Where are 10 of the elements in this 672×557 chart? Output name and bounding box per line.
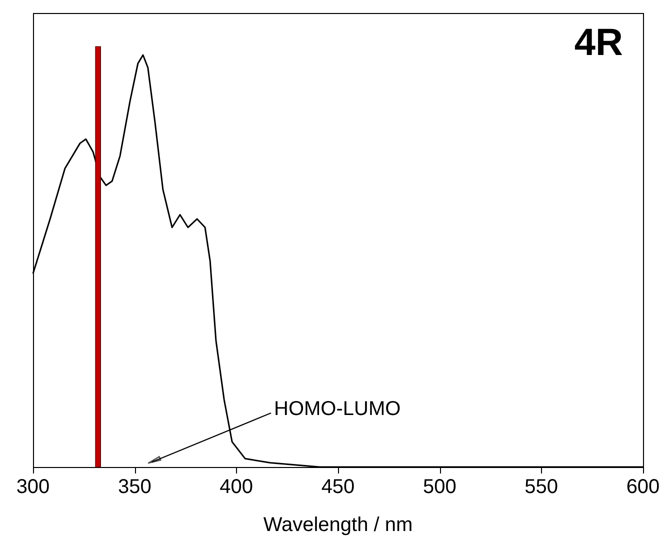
chart-title: 4R <box>574 22 623 64</box>
x-tick-label: 350 <box>118 476 152 498</box>
x-tick-label: 450 <box>321 476 355 498</box>
x-tick-label: 550 <box>524 476 558 498</box>
x-tick-label: 300 <box>16 476 50 498</box>
x-axis-title: Wavelength / nm <box>263 514 413 536</box>
annotation: HOMO-LUMO <box>274 398 401 420</box>
x-tick-label: 500 <box>422 476 456 498</box>
x-tick-label: 600 <box>626 476 660 498</box>
x-tick-label: 400 <box>220 476 254 498</box>
